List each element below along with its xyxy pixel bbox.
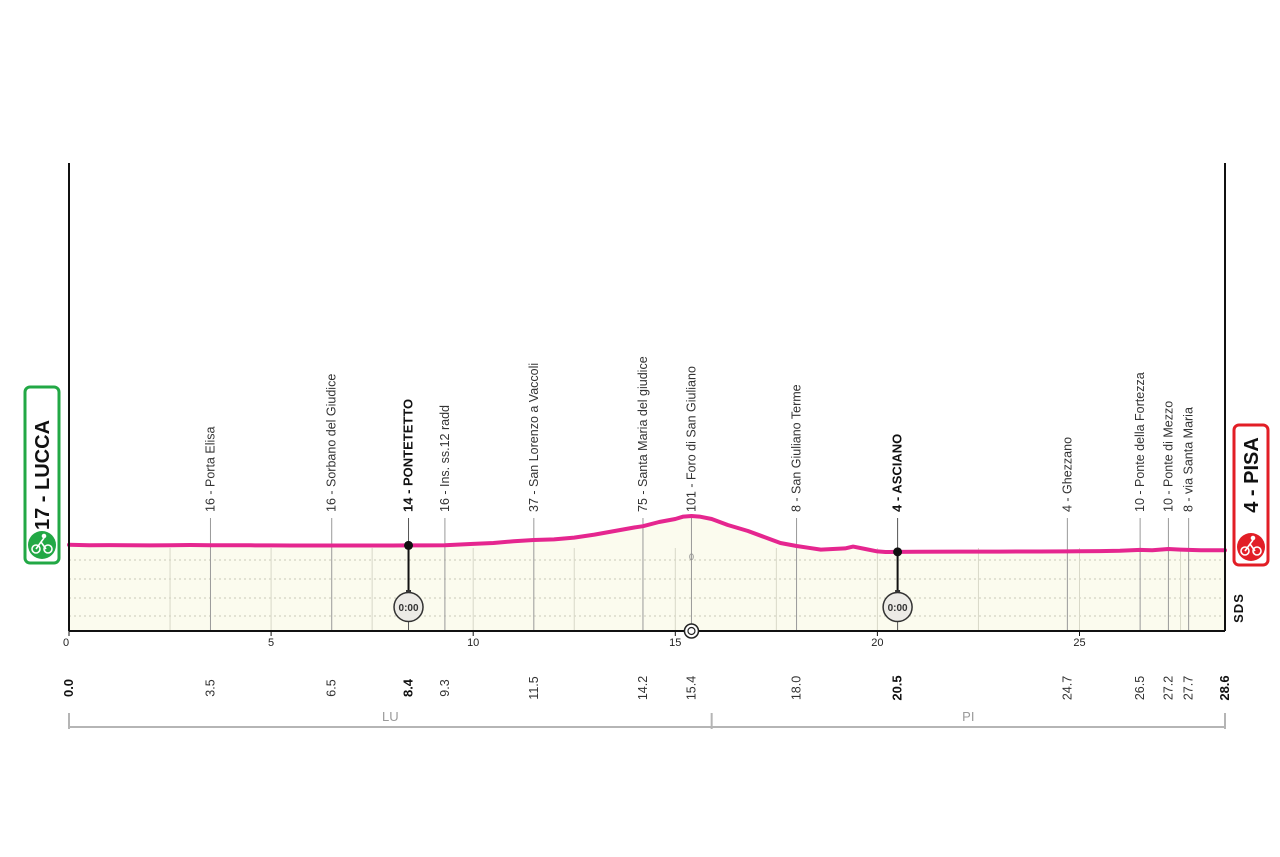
stopwatch-crown [895,590,901,593]
x-tick-label: 5 [268,637,274,649]
cyclist-icon [28,531,56,559]
province-label: PI [962,709,974,724]
start-label: 17 - LUCCA [32,420,54,530]
x-tick-label: 25 [1073,637,1085,649]
waypoint-km-label: 9.3 [438,679,452,696]
axis-layer: 0 5 10 15 20 25 0 [63,163,1226,649]
cyclist-icon [1237,533,1265,561]
x-tick-label: 0 [63,637,69,649]
waypoint-label: 16 - Sorbano del Giudice [325,374,339,512]
waypoint-label: 10 - Ponte di Mezzo [1161,401,1175,512]
waypoint-km-label: 15.4 [684,676,698,700]
waypoint-label: 75 - Santa Maria del giudice [636,356,650,512]
waypoint-km-label: 27.2 [1161,676,1175,700]
waypoint-label: 10 - Ponte della Fortezza [1133,372,1147,512]
km-label-layer: 3.5 6.5 8.4 9.3 11.5 14.2 15.4 18.0 20.5 24.7 26.5… [61,675,1232,700]
finish-km-label: 28.6 [1217,675,1232,700]
summit-marker-icon [683,623,700,639]
summit-marker-inner [687,626,696,636]
profile-line-layer [67,514,1227,554]
stopwatch-crown [406,590,412,593]
logo-mark: SDS [1231,593,1246,623]
waypoint-km-label: 27.7 [1182,676,1196,700]
cyclist-glyph-start [31,533,53,554]
waypoint-label: 4 - Ghezzano [1060,437,1074,512]
waypoint-label: 16 - Ins. ss.12 radd [438,405,452,512]
summit-marker-label: 0 [689,552,694,562]
waypoint-label: 8 - via Santa Maria [1182,407,1196,512]
waypoint-km-label: 6.5 [325,679,339,696]
cyclist-glyph-finish [1240,535,1262,556]
waypoint-km-label: 8.4 [401,678,416,697]
waypoint-km-label: 24.7 [1060,676,1074,700]
finish-badge: 4 - PISA [1232,423,1270,567]
waypoint-label: 14 - PONTETETTO [401,399,416,512]
profile-area [69,516,1225,631]
x-tick-label: 15 [669,637,681,649]
start-km-label: 0.0 [61,679,76,697]
start-badge: 17 - LUCCA [23,385,61,565]
waypoint-km-label: 26.5 [1133,676,1147,700]
checkpoint-time: 0:00 [399,603,419,614]
finish-label: 4 - PISA [1241,437,1263,513]
waypoint-label: 16 - Porta Elisa [203,426,217,512]
waypoint-km-label: 3.5 [203,679,217,696]
waypoint-km-label: 14.2 [636,676,650,700]
waypoint-label: 8 - San Giuliano Terme [790,384,804,512]
x-tick-label: 20 [871,637,883,649]
waypoint-km-label: 18.0 [790,676,804,700]
waypoint-km-label: 11.5 [527,676,541,699]
waypoint-label-layer: 16 - Porta Elisa 16 - Sorbano del Giudice… [203,356,1195,512]
waypoint-km-label: 20.5 [890,675,905,700]
checkpoint-layer: 0:00 0:00 [393,540,913,623]
grid-layer [69,548,1225,631]
province-label: LU [382,709,399,724]
profile-line [67,514,1227,554]
province-layer: LU PI [68,709,1226,729]
x-tick-label: 10 [467,637,479,649]
profile-fill-layer [69,516,1225,631]
waypoint-label: 4 - ASCIANO [890,434,905,512]
waypoint-label: 101 - Foro di San Giuliano [684,366,698,512]
waypoint-label: 37 - San Lorenzo a Vaccoli [527,363,541,512]
checkpoint-time: 0:00 [888,603,908,614]
